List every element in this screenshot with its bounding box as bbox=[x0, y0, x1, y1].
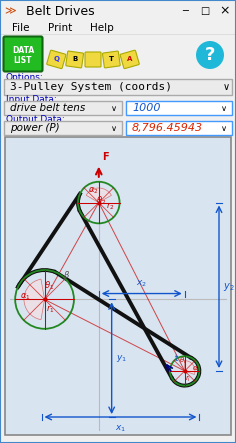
Text: $\beta$: $\beta$ bbox=[63, 269, 70, 282]
Text: 8,796.45943: 8,796.45943 bbox=[132, 123, 203, 133]
Wedge shape bbox=[86, 188, 111, 202]
FancyBboxPatch shape bbox=[4, 101, 122, 115]
Text: $y_1$: $y_1$ bbox=[116, 353, 127, 364]
Bar bbox=[1, 21, 235, 34]
FancyBboxPatch shape bbox=[85, 52, 101, 67]
Bar bbox=[1, 34, 235, 35]
Text: Input Data:: Input Data: bbox=[6, 94, 57, 104]
Text: ∨: ∨ bbox=[111, 124, 117, 132]
FancyBboxPatch shape bbox=[120, 50, 139, 69]
Text: F: F bbox=[102, 152, 108, 162]
Text: $\theta_1$: $\theta_1$ bbox=[44, 280, 54, 292]
Text: Print: Print bbox=[48, 23, 72, 33]
Wedge shape bbox=[185, 361, 195, 374]
Text: $x_1$: $x_1$ bbox=[115, 423, 126, 434]
FancyBboxPatch shape bbox=[66, 51, 84, 68]
Text: ∨: ∨ bbox=[221, 124, 227, 132]
Text: File: File bbox=[12, 23, 30, 33]
Text: $r_2$: $r_2$ bbox=[106, 201, 114, 213]
Text: LIST: LIST bbox=[14, 55, 32, 65]
FancyBboxPatch shape bbox=[102, 51, 120, 68]
Text: $\theta_2$: $\theta_2$ bbox=[96, 194, 106, 207]
Bar bbox=[1, 73, 235, 213]
Text: t: t bbox=[174, 354, 178, 363]
FancyBboxPatch shape bbox=[4, 79, 232, 95]
FancyBboxPatch shape bbox=[126, 121, 232, 135]
Text: ∨: ∨ bbox=[221, 104, 227, 113]
Text: 1000: 1000 bbox=[132, 103, 160, 113]
Text: ─: ─ bbox=[182, 6, 188, 16]
Circle shape bbox=[196, 41, 224, 69]
Text: DATA: DATA bbox=[12, 46, 34, 54]
Text: $y_2$: $y_2$ bbox=[223, 281, 235, 293]
Text: $\alpha_2$: $\alpha_2$ bbox=[88, 186, 99, 196]
Text: ∨: ∨ bbox=[223, 82, 230, 92]
Wedge shape bbox=[24, 279, 45, 320]
FancyBboxPatch shape bbox=[4, 121, 122, 135]
Text: □: □ bbox=[200, 6, 210, 16]
Text: ?: ? bbox=[205, 46, 215, 64]
Text: Options:: Options: bbox=[6, 73, 44, 82]
Text: 3-Pulley System (coords): 3-Pulley System (coords) bbox=[10, 82, 172, 92]
Text: $r_1$: $r_1$ bbox=[46, 304, 55, 315]
Text: A: A bbox=[127, 56, 132, 62]
Text: Output Data:: Output Data: bbox=[6, 114, 65, 124]
Bar bbox=[1, 1, 235, 21]
Text: ∨: ∨ bbox=[111, 104, 117, 113]
Text: power (P): power (P) bbox=[10, 123, 60, 133]
Text: $\theta_i$: $\theta_i$ bbox=[179, 356, 187, 366]
Text: Help: Help bbox=[90, 23, 114, 33]
Text: ×: × bbox=[220, 4, 230, 18]
Text: $\alpha_1$: $\alpha_1$ bbox=[20, 291, 31, 302]
Text: T: T bbox=[109, 56, 114, 62]
Text: Belt Drives: Belt Drives bbox=[26, 4, 94, 18]
Text: Q: Q bbox=[53, 56, 59, 62]
Text: $\alpha_i$: $\alpha_i$ bbox=[192, 365, 200, 374]
Text: drive belt tens: drive belt tens bbox=[10, 103, 85, 113]
Text: B: B bbox=[72, 56, 77, 62]
Bar bbox=[5, 137, 231, 435]
FancyBboxPatch shape bbox=[4, 36, 42, 71]
Text: $x_2$: $x_2$ bbox=[136, 278, 147, 288]
FancyBboxPatch shape bbox=[47, 50, 66, 69]
FancyBboxPatch shape bbox=[126, 101, 232, 115]
Text: $r_i$: $r_i$ bbox=[185, 374, 191, 384]
Text: ≫: ≫ bbox=[4, 6, 16, 16]
Bar bbox=[1, 35, 235, 73]
